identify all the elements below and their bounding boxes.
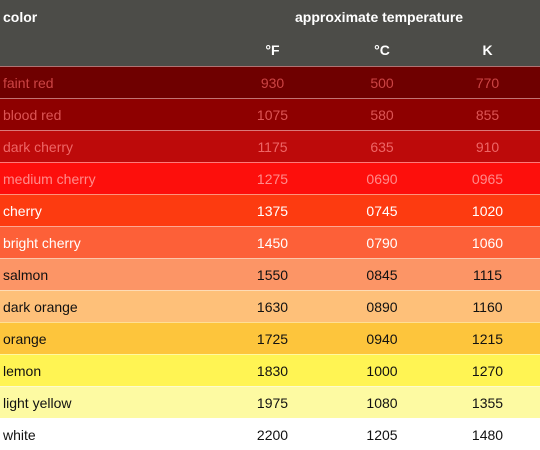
color-name-cell: cherry: [0, 194, 216, 226]
color-name-cell: dark cherry: [0, 130, 216, 162]
table-row: salmon 1550 0845 1115: [0, 258, 540, 290]
celsius-cell: 0690: [329, 162, 435, 194]
fahrenheit-cell: 1630: [216, 290, 329, 322]
table-row: medium cherry 1275 0690 0965: [0, 162, 540, 194]
fahrenheit-cell: 2200: [216, 418, 329, 450]
table-row: orange 1725 0940 1215: [0, 322, 540, 354]
kelvin-cell: 770: [435, 66, 540, 98]
color-name-cell: lemon: [0, 354, 216, 386]
color-name-cell: medium cherry: [0, 162, 216, 194]
kelvin-cell: 1215: [435, 322, 540, 354]
table-row: dark cherry 1175 635 910: [0, 130, 540, 162]
color-name-cell: light yellow: [0, 386, 216, 418]
celsius-cell: 580: [329, 98, 435, 130]
fahrenheit-cell: 1175: [216, 130, 329, 162]
table-row: faint red 930 500 770: [0, 66, 540, 98]
fahrenheit-cell: 1075: [216, 98, 329, 130]
kelvin-cell: 1020: [435, 194, 540, 226]
table-body: faint red 930 500 770 blood red 1075 580 855 dar…: [0, 66, 540, 450]
celsius-cell: 0845: [329, 258, 435, 290]
kelvin-cell: 1355: [435, 386, 540, 418]
fahrenheit-cell: 1550: [216, 258, 329, 290]
celsius-cell: 0790: [329, 226, 435, 258]
celsius-cell: 635: [329, 130, 435, 162]
fahrenheit-cell: 1725: [216, 322, 329, 354]
kelvin-cell: 1480: [435, 418, 540, 450]
color-column-header: color: [0, 0, 216, 34]
table-header: color approximate temperature °F °C K: [0, 0, 540, 66]
table-row: blood red 1075 580 855: [0, 98, 540, 130]
table-row: dark orange 1630 0890 1160: [0, 290, 540, 322]
celsius-cell: 1205: [329, 418, 435, 450]
color-name-cell: blood red: [0, 98, 216, 130]
celsius-cell: 0745: [329, 194, 435, 226]
table-row: lemon 1830 1000 1270: [0, 354, 540, 386]
celsius-cell: 1080: [329, 386, 435, 418]
approximate-temperature-header: approximate temperature: [216, 0, 540, 34]
celsius-cell: 1000: [329, 354, 435, 386]
kelvin-cell: 1115: [435, 258, 540, 290]
kelvin-cell: 0965: [435, 162, 540, 194]
color-name-cell: faint red: [0, 66, 216, 98]
fahrenheit-cell: 930: [216, 66, 329, 98]
color-name-cell: orange: [0, 322, 216, 354]
kelvin-cell: 1060: [435, 226, 540, 258]
kelvin-cell: 855: [435, 98, 540, 130]
celsius-header: °C: [329, 34, 435, 66]
celsius-cell: 0890: [329, 290, 435, 322]
table-row: cherry 1375 0745 1020: [0, 194, 540, 226]
kelvin-header: K: [435, 34, 540, 66]
header-spacer: [0, 34, 216, 66]
kelvin-cell: 910: [435, 130, 540, 162]
celsius-cell: 0940: [329, 322, 435, 354]
color-name-cell: bright cherry: [0, 226, 216, 258]
fahrenheit-header: °F: [216, 34, 329, 66]
celsius-cell: 500: [329, 66, 435, 98]
table-row: bright cherry 1450 0790 1060: [0, 226, 540, 258]
fahrenheit-cell: 1975: [216, 386, 329, 418]
kelvin-cell: 1270: [435, 354, 540, 386]
fahrenheit-cell: 1375: [216, 194, 329, 226]
table-row: white 2200 1205 1480: [0, 418, 540, 450]
color-name-cell: dark orange: [0, 290, 216, 322]
table-row: light yellow 1975 1080 1355: [0, 386, 540, 418]
color-name-cell: salmon: [0, 258, 216, 290]
fahrenheit-cell: 1275: [216, 162, 329, 194]
fahrenheit-cell: 1450: [216, 226, 329, 258]
color-name-cell: white: [0, 418, 216, 450]
kelvin-cell: 1160: [435, 290, 540, 322]
fahrenheit-cell: 1830: [216, 354, 329, 386]
